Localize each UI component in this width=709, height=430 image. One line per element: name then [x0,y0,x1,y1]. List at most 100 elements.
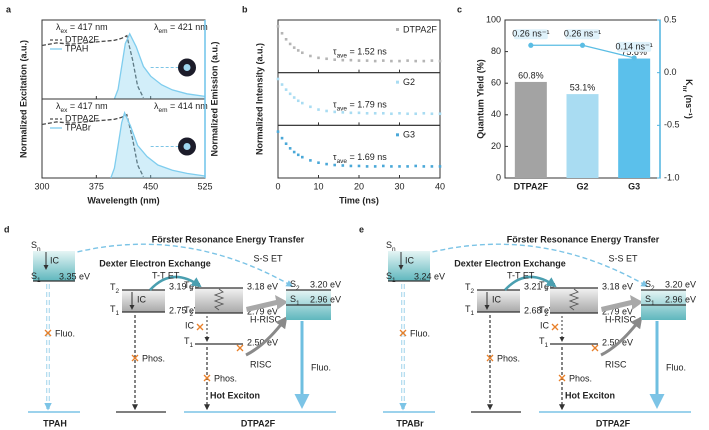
state-label: S1 [386,271,396,283]
relaxation-spring [568,288,580,311]
state-label: S2 [645,279,655,291]
y-tick-label: 80 [491,46,501,56]
panel-letter: c [457,4,462,14]
molecule-name: DTPA2F [241,418,276,428]
state-label: T1 [110,304,120,316]
state-label-part: 2 [190,311,194,318]
data-point [309,159,312,162]
annotation-part: ave [337,158,348,165]
y-tick-label: 40 [491,109,501,119]
data-point [292,150,296,154]
state-label: S1 [31,271,41,283]
annotation-part: = 421 nm [168,22,208,32]
data-point [373,59,377,63]
blocked-mark [131,354,139,362]
state-label-part: T [110,282,116,292]
annotation-part: τ [333,100,337,110]
data-point [301,101,304,105]
x-tick-label: 525 [197,181,212,191]
data-point [341,111,345,114]
y2-axis-title: Normalized Emission (a.u.) [209,41,219,156]
state-label-part: T [184,336,190,346]
spectrum-line [41,34,144,98]
state-label-part: 3 [190,286,194,293]
point-value-label: 0.26 ns⁻¹ [564,29,601,39]
x-tick-label: 300 [34,181,49,191]
data-point [317,108,320,111]
state-label: T3 [539,280,549,292]
state-label: T3 [184,280,194,292]
value-box [565,29,600,40]
tt-arrow [149,275,202,291]
knr-point [528,42,534,48]
energy-label: 2.68 eV [524,305,555,315]
legend-label: G3 [403,130,415,140]
knr-point [579,42,586,48]
y-tick-label: 0 [496,172,501,182]
hot-exciton-label: Hot Exciton [565,390,615,400]
ic-label: IC [492,294,502,304]
state-label-part: S [290,279,296,289]
molecule-name: TPAH [43,418,67,428]
risc-label: RISC [605,359,627,369]
data-point [430,112,434,116]
spectrum-line [110,110,206,179]
annotation-part: = 414 nm [168,101,208,111]
knr-point [631,55,637,61]
panel-letter: d [4,224,10,234]
x-axis-title: Wavelength (nm) [87,195,159,205]
data-point [325,109,328,113]
dexter-label: Dexter Electron Exchange [454,258,566,268]
data-point [406,112,409,116]
data-point [365,59,369,62]
x-tick-label: G2 [576,181,588,191]
state-label-part: 2 [296,285,300,292]
point-value-label: 0.26 ns⁻¹ [512,29,549,39]
legend-marker [396,80,399,84]
annotation-part: ex [61,28,69,35]
annotation: λem = 421 nm [154,22,208,34]
blocked-mark [558,374,566,382]
risc-arrow [600,316,643,357]
x-tick-label: 375 [89,181,104,191]
data-point [301,155,304,159]
state-label-part: 1 [37,277,41,284]
annotation: λex = 417 nm [56,101,108,113]
annotation: τave = 1.69 ns [333,152,387,164]
fluo-label: Fluo. [311,362,331,372]
state-label: Sn [31,240,41,252]
energy-label: 3.20 eV [665,279,696,289]
state-label-part: T [184,305,190,315]
annotation-part: em [159,28,168,35]
y-axis-title: Normalized Excitation (a.u.) [18,40,28,158]
data-point [373,165,377,168]
data-point [365,111,369,115]
data-point [276,77,280,81]
annotation: λem = 414 nm [154,101,208,113]
data-point [438,165,442,168]
panel-letter: b [242,4,248,14]
energy-label: 3.19 eV [169,281,200,291]
state-label-part: 1 [190,342,194,349]
state-label-part: T [539,280,545,290]
data-point [438,112,442,116]
state-label-part: 1 [392,277,396,284]
spectrum-line [113,32,206,100]
state-label-part: 1 [116,310,120,317]
data-point [280,83,284,86]
y2-axis-title: Knr (ns⁻¹) [681,79,693,119]
hrisc-arrow [246,295,288,312]
data-point [296,99,300,103]
state-label-part: T [539,305,545,315]
legend-label: G2 [403,77,415,87]
data-point [422,165,426,168]
y2-tick-label: 0.5 [664,14,677,24]
state-label: T1 [184,336,194,348]
relaxation-spring [213,288,225,311]
annotation-part: = 1.69 ns [347,152,387,162]
data-point [317,56,320,60]
data-point [382,59,385,62]
blocked-mark [236,344,244,352]
emission-area [110,112,205,178]
x-tick-label: 40 [435,181,445,191]
